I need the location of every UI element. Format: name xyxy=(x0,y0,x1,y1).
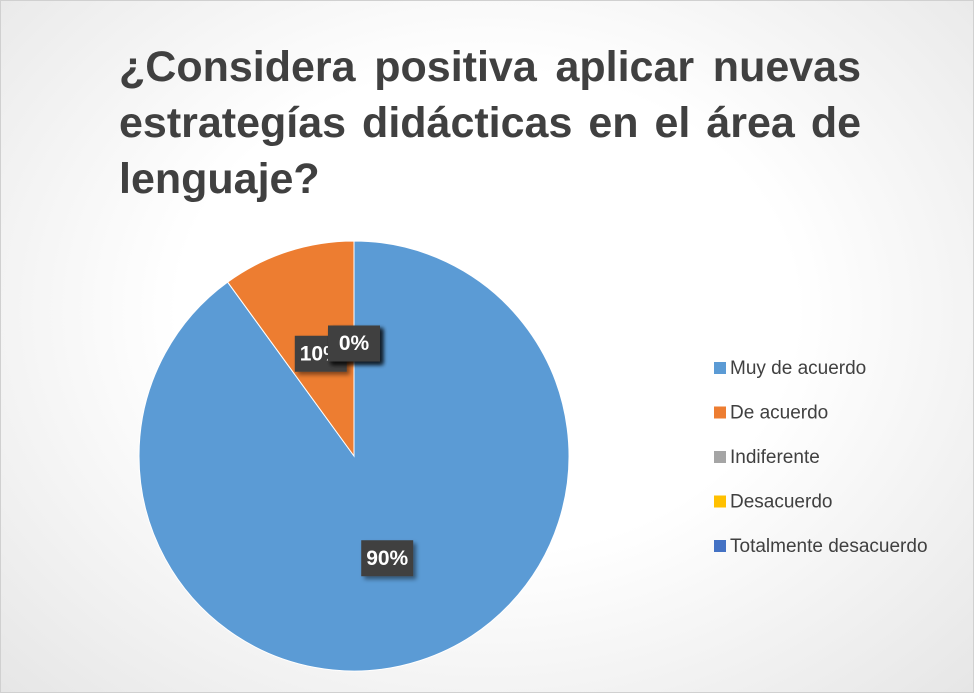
pie-slice xyxy=(226,240,355,458)
data-label-text: 90% xyxy=(366,547,408,570)
legend-label: Indiferente xyxy=(730,447,820,468)
data-label-box xyxy=(328,325,380,362)
legend-label: De acuerdo xyxy=(730,403,828,424)
legend-swatch xyxy=(714,540,726,552)
legend-swatch xyxy=(714,362,726,374)
legend-swatch xyxy=(714,495,726,508)
data-label-box xyxy=(361,540,414,577)
legend-swatch xyxy=(714,451,726,463)
data-label-text: 0% xyxy=(339,332,370,355)
data-label: 90% xyxy=(361,540,414,577)
chart-title: ¿Considera positiva aplicar nuevas estra… xyxy=(119,43,861,203)
legend-label: Muy de acuerdo xyxy=(730,358,866,379)
legend-swatch xyxy=(714,406,726,419)
legend-label: Totalmente desacuerdo xyxy=(730,536,928,557)
data-label: 0% xyxy=(328,325,380,362)
legend-label: Desacuerdo xyxy=(730,492,832,513)
